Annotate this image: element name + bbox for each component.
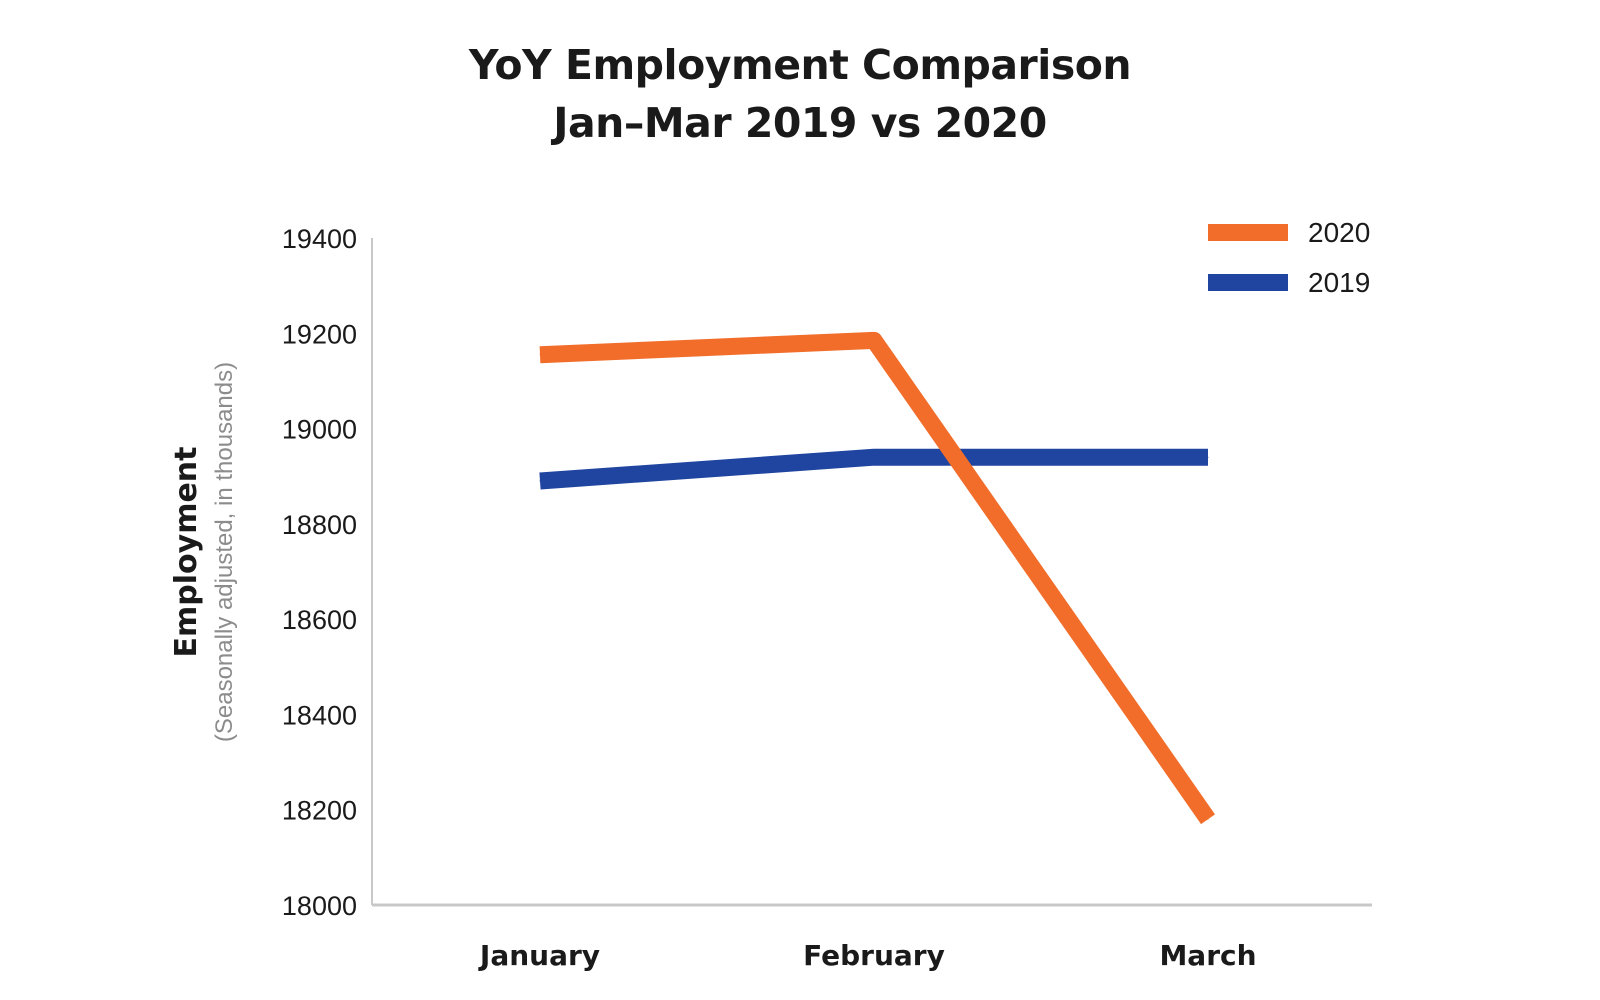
legend: 2020 2019: [1208, 217, 1370, 298]
y-tick-label: 19000: [282, 415, 357, 445]
y-tick-label: 18400: [282, 700, 357, 730]
y-tick-label: 19400: [282, 224, 357, 254]
chart-title-block: YoY Employment Comparison Jan–Mar 2019 v…: [0, 36, 1600, 152]
y-tick-labels: 19400 19200 19000 18800 18600 18400 18200 18000: [282, 224, 357, 921]
data-point-2020: [539, 354, 541, 356]
data-point-2020: [873, 339, 875, 341]
legend-swatch: [1208, 224, 1288, 241]
series-lines: [539, 331, 1215, 825]
y-tick-label: 18600: [282, 605, 357, 635]
x-category-labels: January February March: [478, 939, 1257, 972]
data-point-2020: [1207, 818, 1209, 820]
legend-swatch: [1208, 274, 1288, 291]
data-point-2019: [539, 480, 541, 482]
legend-label: 2020: [1308, 217, 1370, 248]
x-category-label: February: [803, 939, 945, 972]
data-point-2019: [873, 456, 875, 458]
x-category-label: January: [478, 939, 600, 972]
y-tick-label: 18200: [282, 796, 357, 826]
legend-label: 2019: [1308, 267, 1370, 298]
series-line-2019: [539, 448, 1208, 490]
chart-title: YoY Employment Comparison: [468, 41, 1132, 89]
y-axis-title-group: Employment (Seasonally adjusted, in thou…: [169, 362, 238, 742]
y-axis-title: Employment: [169, 447, 204, 658]
y-tick-label: 19200: [282, 319, 357, 349]
series-line-2020: [539, 331, 1215, 825]
data-point-2019: [1207, 456, 1209, 458]
x-category-label: March: [1159, 939, 1256, 972]
y-tick-label: 18000: [282, 891, 357, 921]
y-tick-label: 18800: [282, 510, 357, 540]
y-axis-subtitle: (Seasonally adjusted, in thousands): [211, 362, 238, 742]
chart-subtitle: Jan–Mar 2019 vs 2020: [553, 99, 1047, 147]
